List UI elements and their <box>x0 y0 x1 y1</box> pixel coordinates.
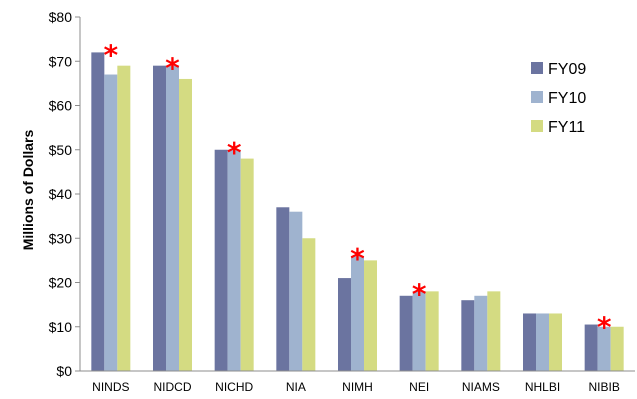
x-tick-label: NHLBI <box>525 380 560 394</box>
bar-nei-fy11 <box>425 291 439 371</box>
bar-nidcd-fy09 <box>153 65 166 372</box>
y-tick-label: $50 <box>49 142 73 158</box>
y-tick-label: $0 <box>56 363 72 379</box>
bar-nhlbi-fy09 <box>523 313 536 371</box>
bar-nei-fy10 <box>412 291 426 371</box>
significance-star: * <box>227 136 242 169</box>
y-tick-label: $10 <box>49 319 73 335</box>
x-tick-label: NIBIB <box>588 380 619 394</box>
bar-ninds-fy09 <box>91 52 105 372</box>
x-tick-label: NIDCD <box>154 380 192 394</box>
x-tick-label: NIMH <box>342 380 373 394</box>
x-tick-label: NIA <box>286 380 306 394</box>
bar-nibib-fy11 <box>610 326 624 371</box>
legend-label-fy11: FY11 <box>548 119 585 136</box>
y-tick-label: $30 <box>49 230 73 246</box>
legend-swatch-fy10 <box>531 91 543 103</box>
bar-nibib-fy10 <box>597 326 611 371</box>
x-tick-label: NIAMS <box>462 380 500 394</box>
bar-niams-fy09 <box>461 300 475 371</box>
bar-nimh-fy11 <box>364 260 377 371</box>
bar-nhlbi-fy11 <box>549 313 562 371</box>
legend-label-fy10: FY10 <box>548 90 586 107</box>
legend: FY09 FY10 FY11 <box>531 61 586 136</box>
bar-nei-fy09 <box>399 295 413 371</box>
bar-nia-fy10 <box>289 211 303 371</box>
legend-swatch-fy09 <box>531 62 543 74</box>
x-axis: NINDS NIDCD NICHD NIA NIMH NEI NIAMS NHLBI NIBIB <box>80 370 635 394</box>
bar-nia-fy09 <box>276 207 290 371</box>
x-tick-label: NINDS <box>92 380 129 394</box>
y-tick-label: $80 <box>49 9 73 25</box>
significance-star: * <box>165 52 180 85</box>
x-tick-label: NEI <box>409 380 429 394</box>
bar-nimh-fy10 <box>351 255 364 371</box>
bar-nimh-fy09 <box>338 278 351 371</box>
significance-star: * <box>597 311 612 344</box>
y-axis: $0 $10 $20 $30 $40 $50 $60 $70 $80 <box>49 9 81 379</box>
y-tick-label: $70 <box>49 53 73 69</box>
significance-markers: * * * * * * <box>104 38 612 343</box>
y-tick-label: $40 <box>49 186 73 202</box>
bar-niams-fy10 <box>474 295 488 371</box>
significance-star: * <box>412 277 427 310</box>
significance-star: * <box>350 242 365 275</box>
bar-nidcd-fy10 <box>166 65 179 372</box>
legend-swatch-fy11 <box>531 120 543 132</box>
y-tick-label: $20 <box>49 275 73 291</box>
bar-nia-fy11 <box>302 238 316 371</box>
bar-nichd-fy10 <box>227 149 241 371</box>
bar-nichd-fy09 <box>214 149 228 371</box>
significance-star: * <box>104 38 119 71</box>
legend-label-fy09: FY09 <box>548 61 586 78</box>
y-tick-label: $60 <box>49 98 73 114</box>
x-tick-label: NICHD <box>215 380 253 394</box>
y-axis-title: Millions of Dollars <box>20 130 36 251</box>
bar-nhlbi-fy10 <box>536 313 549 371</box>
bars <box>91 52 624 372</box>
bar-nichd-fy11 <box>240 158 254 371</box>
bar-ninds-fy10 <box>104 74 118 372</box>
bar-nibib-fy09 <box>584 324 598 371</box>
bar-ninds-fy11 <box>117 65 131 372</box>
bar-nidcd-fy11 <box>179 78 192 371</box>
bar-niams-fy11 <box>487 291 501 371</box>
